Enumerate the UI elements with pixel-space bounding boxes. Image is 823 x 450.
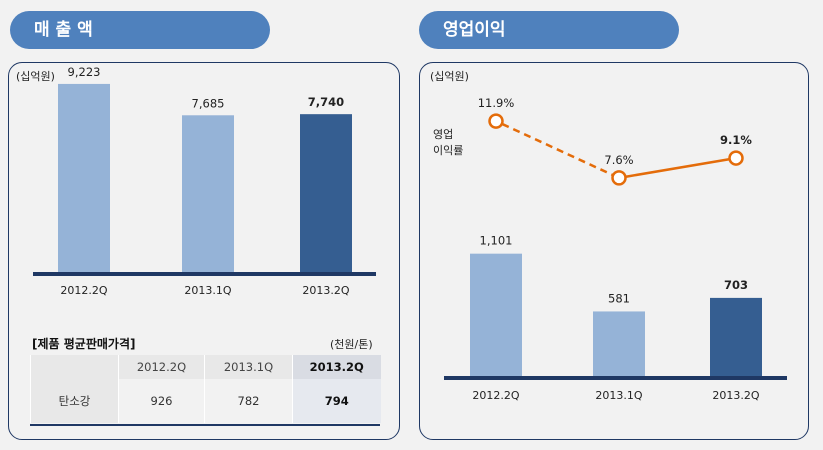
price-col-2013-1q: 2013.1Q (204, 355, 293, 379)
sales-baseline (33, 272, 376, 276)
op-margin-label: 11.9% (478, 96, 515, 110)
op-margin-label: 7.6% (604, 153, 633, 167)
price-table: 2012.2Q 2013.1Q 2013.2Q 탄소강 926 782 794 (30, 355, 381, 423)
price-table-header-row: 2012.2Q 2013.1Q 2013.2Q (30, 355, 381, 379)
price-value-2013-2q: 794 (292, 379, 381, 423)
op-margin-legend-line2: 이익률 (433, 144, 463, 157)
op-margin-point (728, 150, 744, 166)
op-margin-line-solid (625, 158, 730, 178)
sales-category-label: 2012.2Q (60, 284, 107, 297)
op-profit-unit-label: (십억원) (430, 70, 469, 83)
op-margin-point (488, 113, 504, 129)
op-profit-chart: 1,101 2012.2Q 581 2013.1Q 703 2013.2Q 11.9% 7.6… (433, 96, 787, 402)
price-table-row: 탄소강 926 782 794 (30, 379, 381, 423)
op-margin-line-dashed (501, 122, 614, 177)
sales-value-label: 7,685 (192, 96, 225, 110)
op-bar-2013.1Q (593, 311, 645, 376)
sales-bar-chart: 9,223 2012.2Q 7,685 2013.1Q 7,740 2013.2Q (33, 65, 376, 297)
price-table-corner (30, 355, 119, 379)
sales-unit-label: (십억원) (16, 70, 55, 83)
op-bar-2012.2Q (470, 253, 522, 376)
price-table-unit: (천원/톤) (330, 338, 373, 351)
op-margin-point (611, 170, 627, 186)
sales-bar-2013.2Q (300, 114, 352, 272)
op-value-label: 703 (724, 278, 748, 292)
op-category-label: 2013.1Q (595, 389, 642, 402)
op-margin-label: 9.1% (720, 133, 752, 147)
op-category-label: 2013.2Q (712, 389, 759, 402)
op-baseline (444, 376, 787, 380)
price-col-2013-2q: 2013.2Q (292, 355, 381, 379)
sales-category-label: 2013.2Q (302, 284, 349, 297)
op-bar-2013.2Q (710, 297, 762, 376)
op-category-label: 2012.2Q (472, 389, 519, 402)
sales-header: 매 출 액 (10, 11, 270, 49)
op-value-label: 1,101 (480, 234, 513, 248)
sales-value-label: 7,740 (308, 95, 344, 109)
sales-bar-2013.1Q (182, 115, 234, 272)
price-table-title: [제품 평균판매가격] (32, 337, 136, 351)
price-row-label: 탄소강 (30, 379, 119, 423)
op-value-label: 581 (608, 291, 630, 305)
price-col-2012-2q: 2012.2Q (118, 355, 205, 379)
sales-value-label: 9,223 (68, 65, 101, 79)
op-margin-legend-line1: 영업 (433, 128, 453, 141)
price-value-2012-2q: 926 (118, 379, 205, 423)
op-profit-header: 영업이익 (419, 11, 679, 49)
sales-category-label: 2013.1Q (184, 284, 231, 297)
price-table-bottom-line (30, 424, 380, 426)
sales-bar-2012.2Q (58, 83, 110, 272)
price-value-2013-1q: 782 (204, 379, 293, 423)
